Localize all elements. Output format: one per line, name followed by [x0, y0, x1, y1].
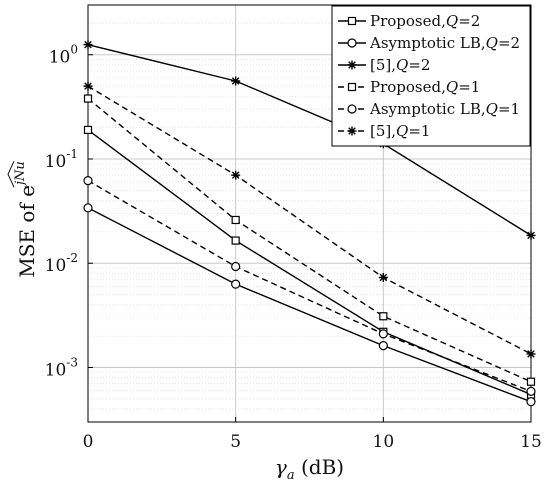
square-marker — [231, 215, 240, 225]
series-layer — [83, 40, 536, 407]
circle-marker — [231, 279, 241, 289]
circle-marker — [378, 341, 388, 351]
x-tick-label: 10 — [373, 432, 395, 452]
legend-star-marker — [347, 126, 357, 136]
series-line — [87, 85, 532, 355]
circle-marker — [526, 397, 536, 407]
legend-star-marker — [347, 60, 357, 70]
star-marker — [231, 170, 241, 180]
legend-entry: [5],Q=2 — [338, 56, 430, 74]
legend-label: Asymptotic LB,Q=1 — [369, 100, 520, 118]
legend-entry: [5],Q=1 — [338, 122, 430, 140]
circle-marker — [83, 176, 93, 186]
y-tick-label: 10-1 — [45, 147, 78, 172]
series-5 — [83, 176, 536, 396]
legend-entry: Asymptotic LB,Q=2 — [338, 34, 520, 52]
legend-entry: Proposed,Q=2 — [338, 12, 480, 30]
star-marker — [83, 81, 93, 91]
legend-circle-marker — [347, 38, 357, 48]
x-tick-label: 5 — [230, 432, 241, 452]
y-tick-label: 10-2 — [45, 251, 78, 276]
circle-marker — [526, 386, 536, 396]
legend-label: [5],Q=1 — [370, 122, 430, 140]
square-marker — [379, 312, 388, 321]
axis-ticks: 0 5 10 15 100 10-1 10-2 10-3 — [45, 43, 542, 452]
series-line — [87, 43, 532, 236]
legend-square-marker — [347, 16, 357, 26]
legend: Proposed,Q=2 Asymptotic LB,Q=2 [5],Q=2 Prop… — [331, 5, 531, 147]
series-6 — [83, 81, 536, 359]
star-marker — [526, 349, 536, 359]
legend-label: Proposed,Q=2 — [370, 12, 480, 30]
star-marker — [526, 230, 536, 240]
legend-label: Proposed,Q=1 — [370, 78, 480, 96]
legend-label: Asymptotic LB,Q=2 — [369, 34, 520, 52]
square-marker — [231, 236, 240, 245]
circle-marker — [83, 203, 93, 213]
series-line — [87, 98, 532, 383]
square-marker — [83, 125, 93, 135]
series-line — [87, 207, 532, 403]
x-tick-label: 15 — [520, 432, 542, 452]
y-tick-label: 100 — [49, 43, 78, 68]
square-marker — [83, 94, 93, 103]
y-axis-label: MSE of ejNu — [13, 161, 39, 278]
square-marker — [526, 377, 536, 386]
y-label-hat — [7, 161, 15, 188]
legend-entry: Asymptotic LB,Q=1 — [338, 100, 520, 118]
series-2 — [83, 203, 536, 407]
legend-box — [331, 5, 531, 147]
y-tick-label: 10-3 — [45, 355, 78, 380]
x-tick-label: 0 — [83, 432, 94, 452]
legend-entry: Proposed,Q=1 — [338, 78, 480, 96]
plot-frame — [87, 4, 532, 423]
legend-circle-marker — [347, 104, 357, 114]
legend-label: [5],Q=2 — [370, 56, 430, 74]
star-marker — [378, 272, 388, 282]
x-axis-label: γa (dB) — [275, 455, 344, 483]
star-marker — [231, 76, 241, 86]
circle-marker — [231, 261, 241, 272]
circle-marker — [378, 329, 388, 339]
star-marker — [83, 40, 93, 50]
legend-square-marker — [347, 82, 357, 92]
series-line — [87, 180, 532, 393]
series-4 — [83, 94, 536, 386]
